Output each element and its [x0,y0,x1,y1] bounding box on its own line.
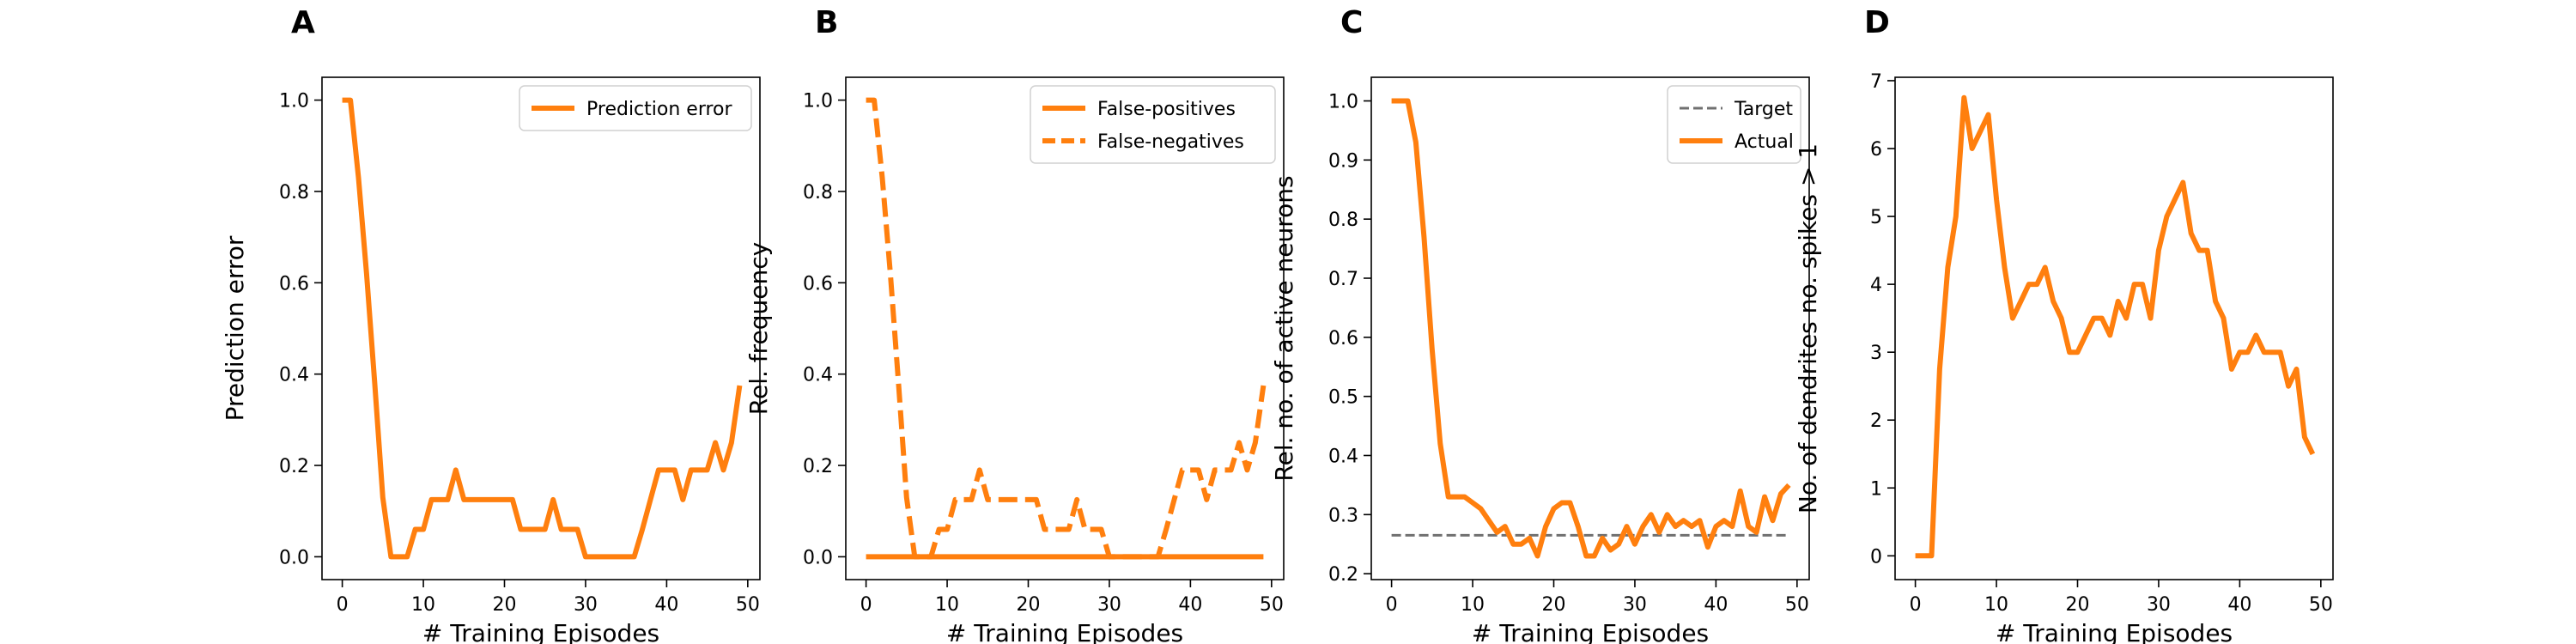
y-axis-label: Rel. no. of active neurons [1270,175,1298,481]
x-tick-label: 20 [493,594,517,616]
y-tick-label: 1.0 [803,91,833,112]
legend-entry: False-negatives [1097,131,1244,153]
x-tick-label: 30 [574,594,598,616]
x-tick-label: 20 [2066,594,2090,616]
y-tick-label: 0 [1870,546,1882,568]
x-tick-label: 30 [2147,594,2171,616]
plot-area [1915,94,2316,559]
series-line-prediction-error [342,97,743,560]
y-tick-label: 0.8 [1328,210,1358,231]
y-tick-label: 7 [1870,71,1882,93]
x-axis-label: # Training Episodes [1472,619,1709,644]
y-tick-label: 0.4 [279,365,309,386]
y-axis-label: No. of dendrites no. spikes > 1 [1794,143,1822,513]
chart-panel-d: D 0 10 20 30 40 50 0 1 2 3 4 5 6 7 # Training Episodes N… [1794,5,2334,644]
axes-frame [1370,76,1810,580]
panel-letter: A [291,5,315,40]
y-tick-label: 0.4 [803,365,833,386]
y-tick-label: 0.2 [803,456,833,477]
x-axis-label: # Training Episodes [946,619,1183,644]
x-tick-label: 0 [337,594,349,616]
x-tick-label: 40 [1704,594,1728,616]
legend-box [1030,85,1276,164]
legend-box [519,85,752,131]
x-tick-label: 30 [1623,594,1647,616]
x-tick-label: 40 [1178,594,1202,616]
x-tick-label: 10 [1461,594,1485,616]
x-tick-label: 20 [1542,594,1566,616]
panel-letter: D [1864,5,1890,40]
panel-letter: C [1340,5,1363,40]
x-tick-label: 40 [2227,594,2251,616]
y-tick-label: 0.7 [1328,269,1358,290]
y-tick-label: 0.3 [1328,505,1358,526]
legend-box [1667,85,1801,164]
chart-panel-a: A 0 10 20 30 40 50 0.0 0.2 0.4 0.6 0.8 1.0 # Training… [221,5,761,644]
x-tick-label: 0 [860,594,872,616]
x-tick-label: 50 [1260,594,1284,616]
series-line-values [1915,94,2316,559]
series-line-false-negatives [866,97,1267,560]
axes-frame [1894,76,2334,580]
chart-panel-c: C 0 10 20 30 40 50 0.2 0.3 0.4 0.5 0.6 0.7 0.8 0.9 1.0 #… [1270,5,1810,644]
axes-frame [845,76,1285,580]
legend: Prediction error [519,85,752,131]
x-tick-label: 20 [1017,594,1041,616]
x-tick-label: 10 [1984,594,2008,616]
y-axis-label: Prediction error [221,235,249,421]
x-tick-label: 50 [2309,594,2333,616]
y-tick-label: 0.5 [1328,387,1358,409]
plot-area [1391,98,1791,559]
legend: Target Actual [1667,85,1801,164]
x-tick-label: 0 [1386,594,1398,616]
legend: False-positives False-negatives [1030,85,1276,164]
chart-panel-b: B 0 10 20 30 40 50 0.0 0.2 0.4 0.6 0.8 1.0 # Training… [744,5,1285,644]
y-tick-label: 0.2 [279,456,309,477]
y-tick-label: 0.9 [1328,150,1358,172]
y-tick-label: 0.8 [803,182,833,204]
y-tick-label: 0.6 [803,273,833,295]
plot-area [866,97,1267,560]
legend-entry: Target [1734,99,1793,120]
x-tick-label: 30 [1097,594,1121,616]
x-tick-label: 50 [736,594,760,616]
axes-frame [321,76,761,580]
plot-area [342,97,743,560]
legend-entry: Actual [1735,131,1794,153]
x-tick-label: 0 [1910,594,1922,616]
y-tick-label: 0.2 [1328,564,1358,586]
y-tick-label: 0.6 [279,273,309,295]
y-tick-label: 0.0 [279,547,309,568]
y-tick-label: 6 [1870,139,1882,161]
legend-entry: False-positives [1097,99,1236,120]
y-axis-label: Rel. frequency [744,242,773,415]
x-tick-label: 10 [935,594,959,616]
y-tick-label: 1.0 [1328,92,1358,113]
y-tick-label: 3 [1870,343,1882,364]
x-tick-label: 40 [654,594,678,616]
legend-entry: Prediction error [586,99,732,120]
panel-letter: B [815,5,838,40]
x-axis-label: # Training Episodes [1996,619,2233,644]
y-tick-label: 1 [1870,478,1882,500]
x-tick-label: 50 [1785,594,1809,616]
y-tick-label: 0.0 [803,547,833,568]
x-tick-label: 10 [411,594,435,616]
y-tick-label: 0.6 [1328,328,1358,349]
y-tick-label: 5 [1870,207,1882,228]
y-tick-label: 4 [1870,275,1882,296]
series-line-actual [1391,98,1791,559]
y-tick-label: 0.4 [1328,446,1358,467]
y-tick-label: 0.8 [279,182,309,204]
y-tick-label: 2 [1870,410,1882,432]
y-tick-label: 1.0 [279,91,309,112]
x-axis-label: # Training Episodes [422,619,659,644]
